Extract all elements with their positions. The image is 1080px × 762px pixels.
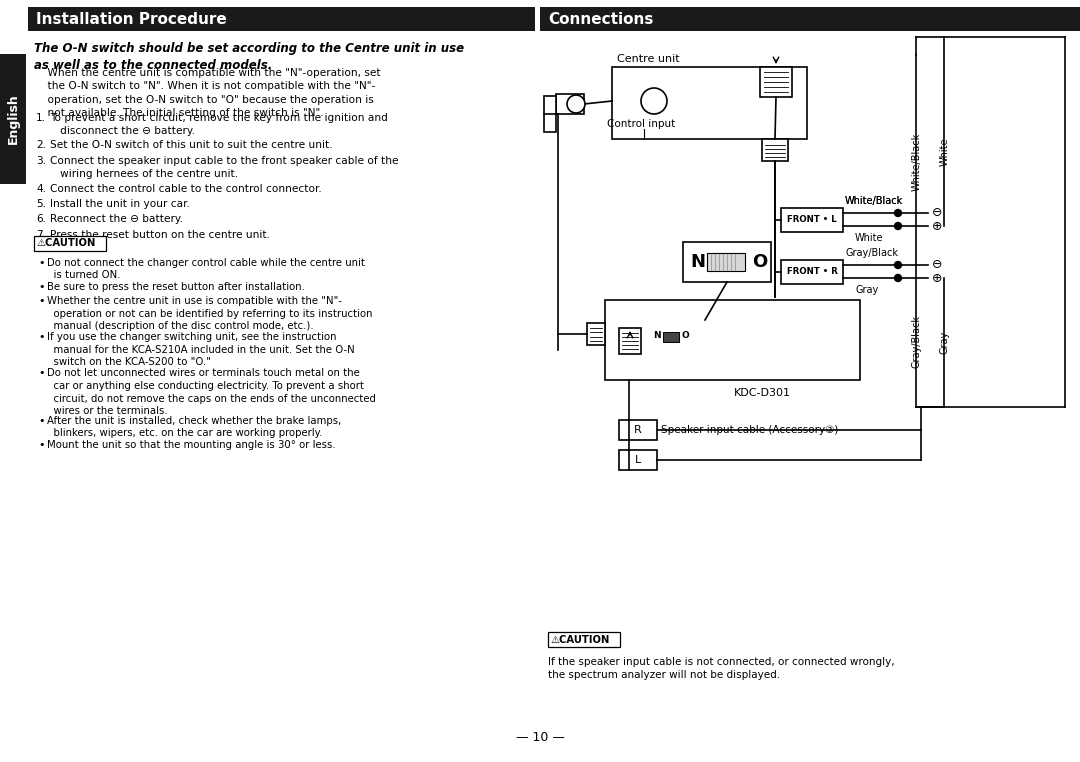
Text: Gray/Black: Gray/Black — [845, 248, 897, 258]
Text: •: • — [38, 296, 44, 306]
Text: ⊖: ⊖ — [932, 258, 943, 271]
Text: •: • — [38, 368, 44, 378]
Text: •: • — [38, 258, 44, 267]
Bar — [663, 332, 679, 342]
Bar — [619, 450, 657, 470]
Bar — [781, 208, 843, 232]
Text: Press the reset button on the centre unit.: Press the reset button on the centre uni… — [50, 230, 270, 240]
Text: To prevent a short circuit, remove the key from the ignition and
   disconnect t: To prevent a short circuit, remove the k… — [50, 113, 388, 136]
Text: The O-N switch should be set according to the Centre unit in use
as well as to t: The O-N switch should be set according t… — [33, 42, 464, 72]
Text: 4.: 4. — [36, 184, 46, 194]
Text: ⊕: ⊕ — [932, 271, 943, 284]
Bar — [762, 139, 788, 161]
Bar — [33, 235, 106, 251]
Text: Connect the control cable to the control connector.: Connect the control cable to the control… — [50, 184, 322, 194]
Text: Mount the unit so that the mounting angle is 30° or less.: Mount the unit so that the mounting angl… — [48, 440, 336, 450]
Bar — [28, 7, 535, 31]
Bar — [588, 323, 605, 345]
Bar — [548, 632, 620, 647]
Circle shape — [642, 88, 667, 114]
Text: If the speaker input cable is not connected, or connected wrongly,: If the speaker input cable is not connec… — [548, 657, 894, 667]
Text: Gray: Gray — [940, 331, 950, 354]
Bar — [707, 253, 745, 271]
Text: Do not let unconnected wires or terminals touch metal on the
  car or anything e: Do not let unconnected wires or terminal… — [48, 368, 376, 416]
Bar — [781, 260, 843, 284]
Text: Connections: Connections — [548, 11, 653, 27]
Text: White/Black: White/Black — [912, 133, 922, 191]
Text: N: N — [690, 253, 705, 271]
Text: White/Black: White/Black — [845, 196, 903, 206]
Circle shape — [894, 261, 902, 268]
Bar — [619, 328, 642, 354]
Text: ⊕: ⊕ — [932, 219, 943, 232]
Text: the spectrum analyzer will not be displayed.: the spectrum analyzer will not be displa… — [548, 670, 780, 680]
Text: White: White — [940, 138, 950, 166]
Text: 7.: 7. — [36, 230, 46, 240]
Bar — [556, 94, 584, 114]
Text: ⚠CAUTION: ⚠CAUTION — [37, 238, 96, 248]
Text: Control input: Control input — [607, 119, 675, 129]
Text: O: O — [681, 331, 689, 341]
Text: — 10 —: — 10 — — [515, 731, 565, 744]
Text: O: O — [752, 253, 767, 271]
Bar — [0, 54, 26, 184]
Bar — [683, 242, 771, 282]
Bar — [605, 300, 860, 380]
Text: •: • — [38, 415, 44, 426]
Text: 2.: 2. — [36, 140, 46, 151]
Bar — [619, 420, 657, 440]
Text: After the unit is installed, check whether the brake lamps,
  blinkers, wipers, : After the unit is installed, check wheth… — [48, 415, 341, 438]
Text: Whether the centre unit in use is compatible with the "N"-
  operation or not ca: Whether the centre unit in use is compat… — [48, 296, 373, 331]
Text: FRONT • R: FRONT • R — [786, 267, 837, 277]
Text: Speaker input cable (Accessory③): Speaker input cable (Accessory③) — [661, 425, 838, 435]
Circle shape — [567, 95, 585, 113]
Text: KDC-D301: KDC-D301 — [733, 388, 791, 398]
Circle shape — [894, 223, 902, 229]
Bar — [540, 7, 1080, 31]
Text: •: • — [38, 332, 44, 342]
Text: Do not connect the changer control cable while the centre unit
  is turned ON.: Do not connect the changer control cable… — [48, 258, 365, 280]
Text: Reconnect the ⊖ battery.: Reconnect the ⊖ battery. — [50, 214, 183, 225]
Text: Centre unit: Centre unit — [617, 54, 679, 64]
Circle shape — [894, 210, 902, 216]
Text: ⚠CAUTION: ⚠CAUTION — [551, 635, 610, 645]
Text: Connect the speaker input cable to the front speaker cable of the
   wiring hern: Connect the speaker input cable to the f… — [50, 156, 399, 179]
Text: 3.: 3. — [36, 156, 46, 166]
Text: L: L — [635, 455, 642, 465]
Text: Set the O-N switch of this unit to suit the centre unit.: Set the O-N switch of this unit to suit … — [50, 140, 333, 151]
Bar — [760, 67, 792, 97]
Text: Installation Procedure: Installation Procedure — [36, 11, 227, 27]
Text: Install the unit in your car.: Install the unit in your car. — [50, 199, 190, 209]
Text: When the centre unit is compatible with the "N"-operation, set
    the O-N switc: When the centre unit is compatible with … — [33, 68, 380, 118]
Text: ⊖: ⊖ — [932, 207, 943, 219]
Text: 6.: 6. — [36, 214, 46, 225]
Text: 1.: 1. — [36, 113, 46, 123]
Text: •: • — [38, 283, 44, 293]
Text: R: R — [634, 425, 642, 435]
Text: FRONT • L: FRONT • L — [787, 216, 837, 225]
Bar — [612, 67, 807, 139]
Text: White: White — [855, 233, 883, 243]
Text: English: English — [6, 94, 19, 144]
Text: 5.: 5. — [36, 199, 46, 209]
Text: If you use the changer switching unit, see the instruction
  manual for the KCA-: If you use the changer switching unit, s… — [48, 332, 354, 367]
Text: White/Black: White/Black — [845, 196, 903, 206]
Circle shape — [894, 274, 902, 281]
Text: Gray: Gray — [855, 285, 878, 295]
Text: •: • — [38, 440, 44, 450]
Bar — [544, 96, 556, 132]
Text: N: N — [653, 331, 661, 341]
Text: Be sure to press the reset button after installation.: Be sure to press the reset button after … — [48, 283, 305, 293]
Text: Gray/Black: Gray/Black — [912, 315, 922, 369]
